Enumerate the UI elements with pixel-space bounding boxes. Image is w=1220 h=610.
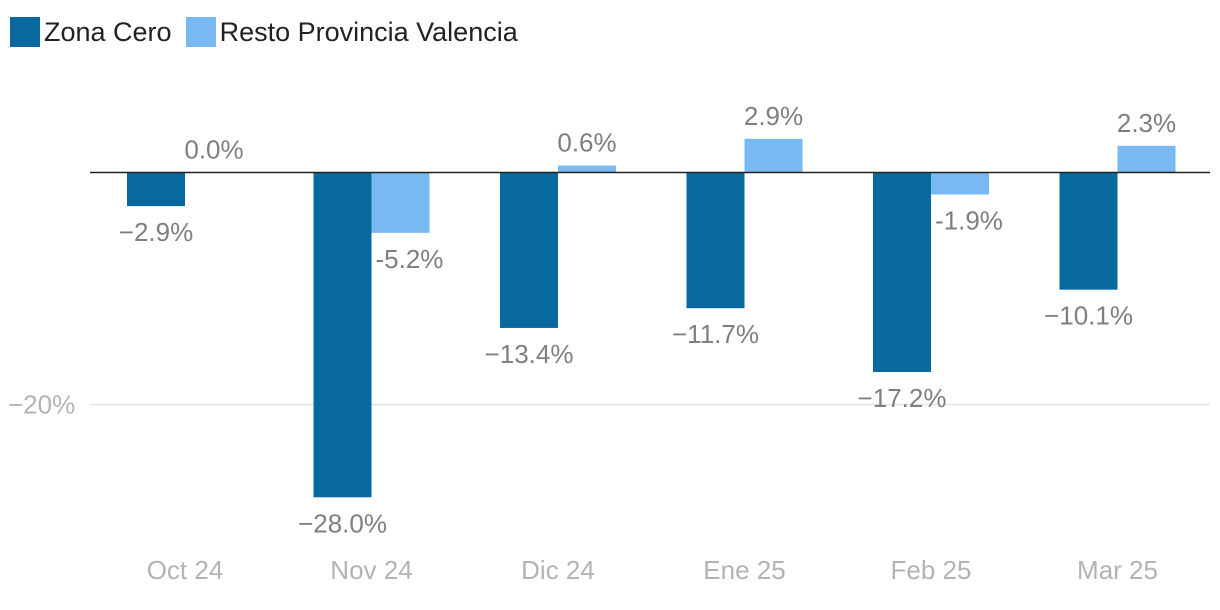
- bar-zona-cero: [500, 172, 558, 328]
- data-label-zona-cero: −2.9%: [119, 217, 193, 247]
- data-label-zona-cero: −11.7%: [672, 319, 759, 349]
- data-label-resto-provincia: -5.2%: [376, 244, 444, 274]
- bar-resto-provincia: [931, 172, 989, 195]
- bar-zona-cero: [127, 172, 185, 207]
- x-tick-label: Ene 25: [703, 555, 785, 585]
- bar-zona-cero: [1059, 172, 1118, 290]
- legend-label-zona-cero: Zona Cero: [44, 16, 172, 47]
- y-tick-label: −20%: [8, 390, 75, 420]
- x-tick-label: Oct 24: [147, 555, 224, 585]
- data-label-resto-provincia: 0.6%: [557, 128, 616, 158]
- bar-zona-cero: [313, 172, 372, 498]
- bar-resto-provincia: [371, 172, 430, 233]
- bar-zona-cero: [686, 172, 745, 309]
- data-label-zona-cero: −10.1%: [1044, 301, 1133, 331]
- bar-resto-provincia: [1117, 145, 1176, 173]
- legend-swatch-resto-provincia: [185, 17, 216, 47]
- legend-item-resto-provincia: Resto Provincia Valencia: [185, 16, 518, 48]
- legend-item-zona-cero: Zona Cero: [10, 17, 172, 48]
- bar-resto-provincia: [558, 165, 616, 173]
- data-label-resto-provincia: -1.9%: [935, 206, 1003, 236]
- legend-label-resto-provincia: Resto Provincia Valencia: [219, 16, 518, 47]
- data-label-zona-cero: −13.4%: [485, 339, 574, 369]
- bar-resto-provincia: [744, 138, 803, 173]
- x-tick-label: Dic 24: [521, 555, 595, 585]
- legend: Zona Cero Resto Provincia Valencia: [10, 14, 532, 50]
- legend-swatch-zona-cero: [10, 17, 40, 47]
- data-label-resto-provincia: 2.3%: [1117, 108, 1176, 138]
- data-label-zona-cero: −17.2%: [858, 383, 947, 413]
- bar-zona-cero: [873, 172, 931, 373]
- data-label-resto-provincia: 2.9%: [744, 101, 803, 131]
- data-label-zona-cero: −28.0%: [298, 508, 387, 538]
- x-tick-label: Nov 24: [330, 555, 412, 585]
- x-tick-label: Feb 25: [891, 555, 972, 585]
- x-tick-label: Mar 25: [1077, 555, 1158, 585]
- data-label-resto-provincia: 0.0%: [184, 135, 243, 165]
